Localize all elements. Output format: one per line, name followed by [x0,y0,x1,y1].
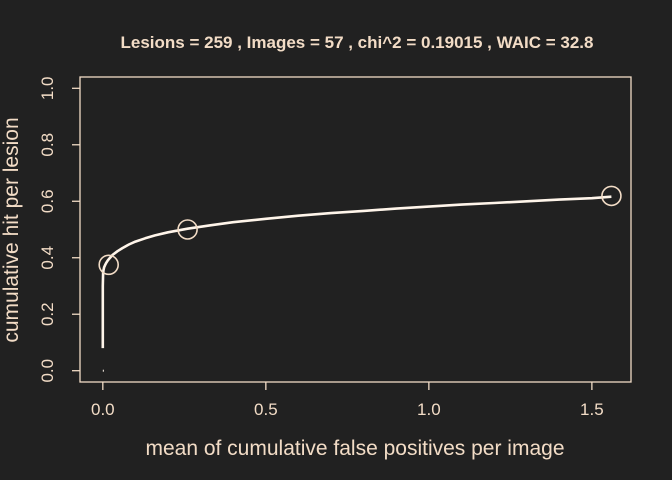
x-tick-label: 1.5 [580,400,604,419]
x-tick-label: 0.5 [254,400,278,419]
x-axis-title: mean of cumulative false positives per i… [145,437,564,460]
chart-title: Lesions = 259 , Images = 57 , chi^2 = 0.… [121,33,594,52]
x-axis: 0.0 0.5 1.0 1.5 [91,382,604,419]
x-tick-label: 0.0 [91,400,115,419]
x-tick-label: 1.0 [417,400,441,419]
y-axis-title: cumulative hit per lesion [0,117,23,342]
operating-point [177,219,198,240]
y-axis: 0.0 0.2 0.4 0.6 0.8 1.0 [38,76,80,383]
series-layer [98,185,622,372]
plot-frame [79,76,632,383]
fitted-froc-curve [101,195,612,349]
y-tick-label: 0.4 [38,246,57,270]
operating-point [98,254,119,276]
y-tick-label: 0.0 [38,359,57,383]
y-tick-label: 0.2 [38,302,57,326]
y-tick-label: 1.0 [38,76,57,100]
y-tick-label: 0.6 [38,189,57,213]
operating-point [601,185,622,207]
y-tick-label: 0.8 [38,133,57,157]
